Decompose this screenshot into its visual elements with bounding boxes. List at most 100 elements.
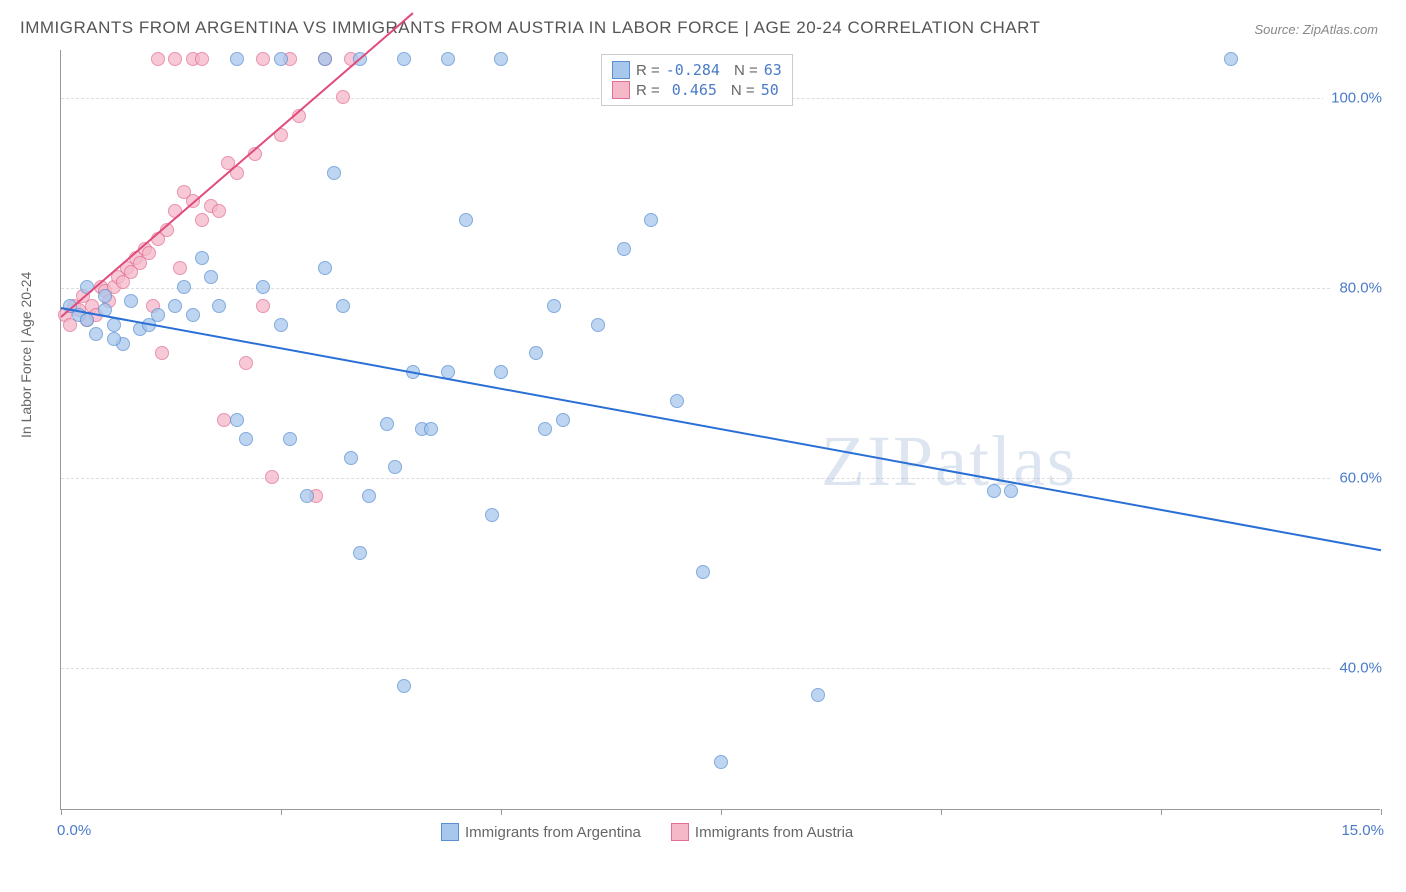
x-axis-tick	[61, 809, 62, 815]
data-point-argentina	[353, 546, 367, 560]
data-point-argentina	[274, 318, 288, 332]
data-point-austria	[173, 261, 187, 275]
data-point-austria	[239, 356, 253, 370]
data-point-argentina	[380, 417, 394, 431]
x-axis-tick	[1381, 809, 1382, 815]
data-point-argentina	[388, 460, 402, 474]
y-axis-tick-label: 100.0%	[1323, 89, 1382, 106]
r-value-a: -0.284	[666, 61, 720, 79]
data-point-argentina	[98, 289, 112, 303]
data-point-argentina	[274, 52, 288, 66]
data-point-argentina	[485, 508, 499, 522]
data-point-argentina	[1004, 484, 1018, 498]
y-axis-tick-label: 40.0%	[1331, 659, 1382, 676]
data-point-argentina	[1224, 52, 1238, 66]
data-point-argentina	[89, 327, 103, 341]
x-axis-tick	[281, 809, 282, 815]
chart-title: IMMIGRANTS FROM ARGENTINA VS IMMIGRANTS …	[20, 18, 1040, 38]
data-point-argentina	[107, 332, 121, 346]
swatch-series-b	[671, 823, 689, 841]
data-point-argentina	[327, 166, 341, 180]
r-label: R =	[636, 62, 660, 79]
data-point-argentina	[300, 489, 314, 503]
r-label: R =	[636, 82, 660, 99]
legend-item-a: Immigrants from Argentina	[441, 823, 641, 841]
data-point-austria	[195, 213, 209, 227]
data-point-austria	[256, 299, 270, 313]
data-point-argentina	[714, 755, 728, 769]
data-point-argentina	[151, 308, 165, 322]
y-axis-tick-label: 80.0%	[1331, 279, 1382, 296]
swatch-series-a	[612, 61, 630, 79]
data-point-austria	[168, 52, 182, 66]
gridline-horizontal	[61, 478, 1380, 479]
x-axis-tick	[1161, 809, 1162, 815]
data-point-austria	[265, 470, 279, 484]
data-point-argentina	[256, 280, 270, 294]
data-point-argentina	[441, 52, 455, 66]
data-point-argentina	[318, 52, 332, 66]
x-axis-tick	[941, 809, 942, 815]
legend-stats-box: R = -0.284 N = 63 R = 0.465 N = 50	[601, 54, 793, 106]
data-point-argentina	[987, 484, 1001, 498]
data-point-argentina	[494, 52, 508, 66]
data-point-argentina	[538, 422, 552, 436]
data-point-argentina	[344, 451, 358, 465]
data-point-argentina	[459, 213, 473, 227]
data-point-argentina	[362, 489, 376, 503]
data-point-argentina	[318, 261, 332, 275]
swatch-series-a	[441, 823, 459, 841]
data-point-argentina	[230, 52, 244, 66]
swatch-series-b	[612, 81, 630, 99]
data-point-argentina	[529, 346, 543, 360]
plot-area: ZIPatlas R = -0.284 N = 63 R = 0.465 N =…	[60, 50, 1380, 810]
n-label: N =	[731, 82, 755, 99]
data-point-argentina	[644, 213, 658, 227]
x-axis-tick-label: 0.0%	[57, 822, 91, 839]
n-label: N =	[734, 62, 758, 79]
data-point-argentina	[186, 308, 200, 322]
data-point-argentina	[204, 270, 218, 284]
legend-stats-row-b: R = 0.465 N = 50	[612, 81, 782, 99]
data-point-argentina	[195, 251, 209, 265]
series-a-name: Immigrants from Argentina	[465, 824, 641, 841]
data-point-argentina	[556, 413, 570, 427]
watermark: ZIPatlas	[821, 420, 1077, 503]
data-point-austria	[195, 52, 209, 66]
data-point-argentina	[177, 280, 191, 294]
series-b-name: Immigrants from Austria	[695, 824, 853, 841]
data-point-austria	[155, 346, 169, 360]
data-point-argentina	[124, 294, 138, 308]
data-point-austria	[336, 90, 350, 104]
data-point-argentina	[397, 52, 411, 66]
y-axis-title: In Labor Force | Age 20-24	[18, 272, 34, 438]
data-point-argentina	[336, 299, 350, 313]
x-axis-tick	[721, 809, 722, 815]
legend-series: Immigrants from Argentina Immigrants fro…	[441, 823, 853, 841]
data-point-argentina	[239, 432, 253, 446]
data-point-argentina	[283, 432, 297, 446]
data-point-austria	[212, 204, 226, 218]
data-point-argentina	[591, 318, 605, 332]
data-point-argentina	[397, 679, 411, 693]
gridline-horizontal	[61, 668, 1380, 669]
data-point-argentina	[424, 422, 438, 436]
data-point-argentina	[696, 565, 710, 579]
data-point-austria	[217, 413, 231, 427]
legend-item-b: Immigrants from Austria	[671, 823, 853, 841]
data-point-argentina	[617, 242, 631, 256]
data-point-argentina	[811, 688, 825, 702]
y-axis-tick-label: 60.0%	[1331, 469, 1382, 486]
source-attribution: Source: ZipAtlas.com	[1254, 22, 1378, 37]
x-axis-tick	[501, 809, 502, 815]
n-value-a: 63	[764, 61, 782, 79]
trendline-argentina	[61, 307, 1381, 551]
data-point-argentina	[670, 394, 684, 408]
data-point-argentina	[547, 299, 561, 313]
legend-stats-row-a: R = -0.284 N = 63	[612, 61, 782, 79]
n-value-b: 50	[761, 81, 779, 99]
x-axis-tick-label: 15.0%	[1341, 822, 1384, 839]
data-point-argentina	[168, 299, 182, 313]
data-point-austria	[256, 52, 270, 66]
data-point-austria	[151, 52, 165, 66]
